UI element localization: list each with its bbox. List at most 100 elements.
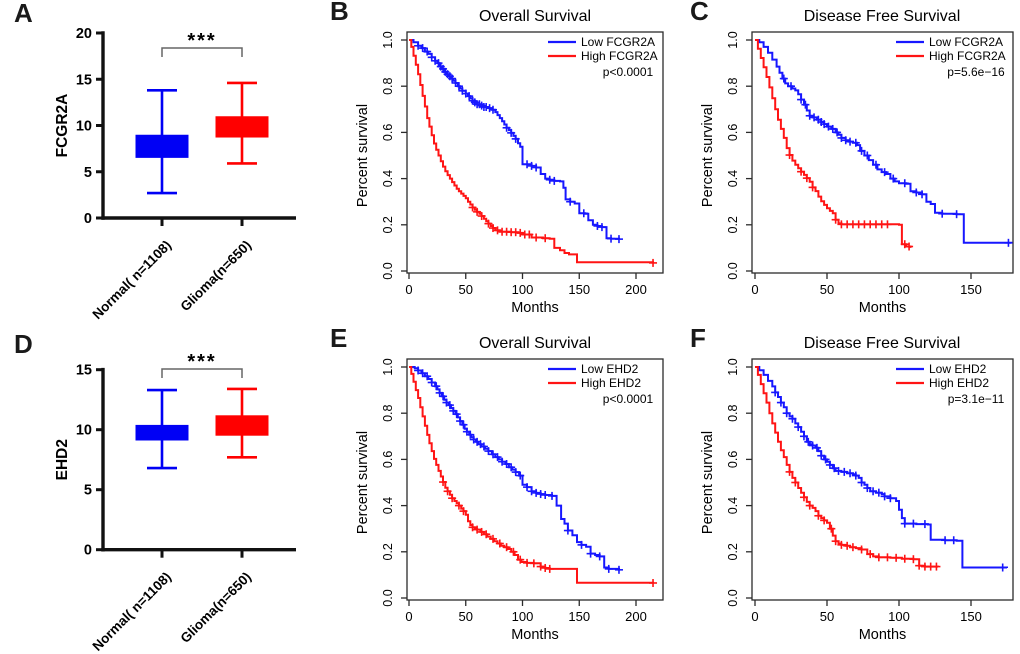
x-tick-label: 50 [459,282,473,297]
y-tick-label: 1.0 [726,358,740,375]
y-tick-label: 15 [76,363,92,379]
y-tick-label: 15 [76,72,92,88]
y-tick-label: 0.2 [726,216,740,233]
x-tick-label: 100 [512,609,534,624]
km-title: Overall Survival [479,8,591,25]
x-tick-label: 0 [751,282,758,297]
y-tick-label: 0.8 [381,404,395,421]
panel-F: F Disease Free Survival 0.0 0.2 0.4 0.6 0.8 1.… [690,323,1020,654]
panel-E: E Overall Survival 0.0 0.2 0.4 0.6 0.8 1.0 0 50 1… [330,323,690,654]
category-label: Glioma(n=650) [177,238,254,315]
x-axis-title: Months [859,627,907,643]
panel-label-C: C [690,0,709,26]
km-curve [755,366,939,568]
y-tick-label: 0.4 [381,497,395,514]
p-value: p=5.6e−16 [947,65,1005,79]
y-tick-label: 0.4 [726,170,740,187]
legend-label: High EHD2 [581,376,641,390]
y-tick-label: 0.4 [726,497,740,514]
y-tick-label: 0 [84,543,92,559]
y-tick-label: 0.0 [726,262,740,279]
x-tick-label: 50 [459,609,473,624]
significance-bracket [161,368,243,378]
y-axis-title: FCGR2A [54,94,71,158]
x-tick-label: 150 [960,609,982,624]
y-axis-title: Percent survival [700,104,716,207]
category-label: Normal( n=1108) [90,569,175,654]
boxplot-EHD2: 0 5 10 15 Normal( n=1108) Glioma(n=650) EHD2 **… [54,351,296,654]
panel-label-A: A [14,0,33,28]
boxplot-FCGR2A: 0 5 10 15 20 Normal( n=1108) Glioma(n=650) FCGR… [54,26,296,323]
x-axis-title: Months [859,300,907,316]
plot-box [751,358,1014,601]
box [135,424,189,441]
significance-stars: *** [187,30,216,52]
km-curve [409,366,654,584]
panel-A: A 0 5 10 15 20 Normal( n=1108) Glioma(n=650) FC… [0,0,330,327]
plot-box [406,31,664,274]
y-tick-label: 0.2 [726,543,740,560]
category-label: Normal( n=1108) [90,238,175,323]
legend-label: Low FCGR2A [929,35,1003,49]
legend-label: High FCGR2A [929,49,1006,63]
km-disease-free-survival-FCGR2A: Disease Free Survival 0.0 0.2 0.4 0.6 0.8 1.0 0… [700,8,1014,316]
x-axis-title: Months [511,300,559,316]
y-tick-label: 1.0 [381,358,395,375]
x-tick-label: 0 [405,609,412,624]
x-tick-label: 100 [888,609,910,624]
category-label: Glioma(n=650) [177,569,254,646]
y-tick-label: 0.0 [726,589,740,606]
legend-label: High FCGR2A [581,49,658,63]
y-tick-label: 0.4 [381,170,395,187]
y-axis-title: EHD2 [54,439,71,480]
x-tick-label: 0 [405,282,412,297]
p-value: p=3.1e−11 [948,392,1005,406]
panel-C: C Disease Free Survival 0.0 0.2 0.4 0.6 0.8 1.… [690,0,1020,327]
y-tick-label: 0.0 [381,262,395,279]
panel-label-F: F [690,323,706,353]
y-tick-label: 0.6 [381,451,395,468]
box [135,134,189,158]
p-value: p<0.0001 [603,392,654,406]
x-tick-label: 50 [820,609,834,624]
y-axis-title: Percent survival [355,431,371,534]
y-tick-label: 0.6 [726,124,740,141]
km-disease-free-survival-EHD2: Disease Free Survival 0.0 0.2 0.4 0.6 0.8 1.0 0… [700,335,1014,643]
significance-bracket [161,47,243,57]
km-title: Disease Free Survival [804,8,961,25]
plot-box [406,358,664,601]
km-overall-survival-EHD2: Overall Survival 0.0 0.2 0.4 0.6 0.8 1.0 0 50 100… [355,335,664,643]
x-tick-label: 150 [960,282,982,297]
legend-label: High EHD2 [929,376,989,390]
box [215,116,269,138]
y-tick-label: 0 [84,211,92,227]
y-tick-label: 0.2 [381,216,395,233]
km-overall-survival-FCGR2A: Overall Survival 0.0 0.2 0.4 0.6 0.8 1.0 0 50 100… [355,8,664,316]
y-tick-label: 10 [76,119,92,135]
km-curve [755,39,912,248]
x-tick-label: 200 [625,609,647,624]
plot-box [751,31,1014,274]
y-tick-label: 0.0 [381,589,395,606]
y-tick-label: 0.8 [726,77,740,94]
panel-label-B: B [330,0,349,26]
km-title: Overall Survival [479,335,591,352]
x-tick-label: 150 [568,609,590,624]
legend-label: Low FCGR2A [581,35,655,49]
y-tick-label: 1.0 [381,31,395,48]
y-tick-label: 0.2 [381,543,395,560]
km-title: Disease Free Survival [804,335,961,352]
panel-label-E: E [330,323,348,353]
panel-B: B Overall Survival 0.0 0.2 0.4 0.6 0.8 1.0 0 50 1… [330,0,690,327]
y-tick-label: 1.0 [726,31,740,48]
x-tick-label: 0 [751,609,758,624]
km-curve [409,366,620,570]
y-axis-title: Percent survival [700,431,716,534]
legend-label: Low EHD2 [929,362,987,376]
y-axis-title: Percent survival [355,104,371,207]
x-tick-label: 100 [888,282,910,297]
y-tick-label: 5 [84,483,92,499]
y-tick-label: 0.6 [726,451,740,468]
box [215,415,269,436]
